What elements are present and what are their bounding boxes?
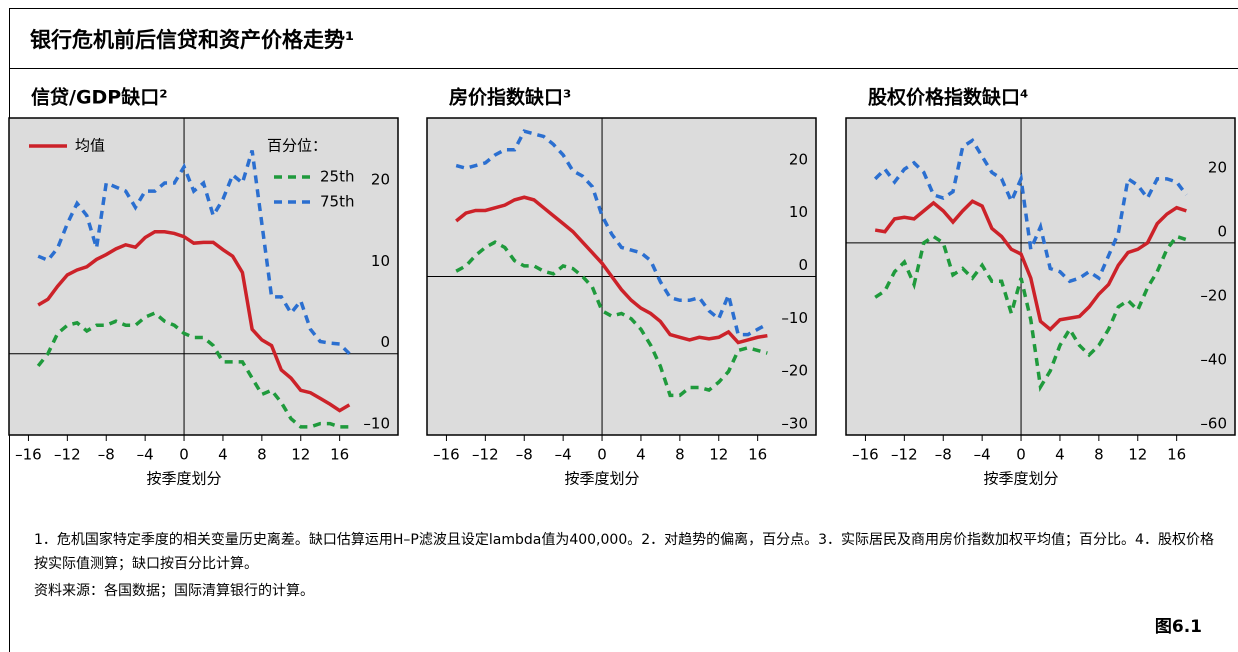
y-tick-label: 0: [1217, 222, 1227, 240]
y-tick-label: 20: [789, 150, 808, 168]
x-axis-label: 按季度划分: [147, 470, 222, 488]
x-tick-label: 0: [179, 446, 189, 464]
x-tick-label: 8: [1094, 446, 1104, 464]
series-line: [455, 195, 768, 345]
y-tick-label: –60: [1200, 415, 1227, 433]
y-tick-label: 0: [380, 333, 390, 351]
x-tick-label: –16: [433, 446, 460, 464]
footnotes: 1．危机国家特定季度的相关变量历史离差。缺口估算运用H–P滤波且设定lambda…: [34, 532, 1214, 572]
series-line: [37, 150, 351, 355]
y-tick-label: –40: [1200, 350, 1227, 368]
figure-label: 图6.1: [1154, 617, 1202, 637]
y-tick-label: –20: [1200, 286, 1227, 304]
x-tick-label: 0: [597, 446, 607, 464]
x-tick-label: 0: [1016, 446, 1026, 464]
series-line: [36, 311, 350, 429]
x-tick-label: –12: [54, 446, 81, 464]
x-tick-label: 4: [1055, 446, 1065, 464]
x-tick-label: –8: [516, 446, 533, 464]
y-tick-label: 0: [798, 256, 808, 274]
x-tick-label: –4: [974, 446, 991, 464]
x-tick-label: 16: [748, 446, 767, 464]
x-tick-label: 12: [1128, 446, 1147, 464]
chart-title: 股权价格指数缺口⁴: [868, 86, 1028, 109]
y-tick-label: 10: [371, 252, 390, 270]
legend-title: 百分位：: [267, 137, 327, 155]
legend-label: 25th: [320, 168, 354, 186]
x-tick-label: –16: [852, 446, 879, 464]
chart-title: 信贷/GDP缺口²: [31, 86, 168, 109]
x-tick-label: 8: [675, 446, 685, 464]
x-tick-label: 16: [330, 446, 349, 464]
chart-title: 房价指数缺口³: [449, 86, 571, 109]
y-tick-label: –10: [781, 309, 808, 327]
x-tick-label: 16: [1167, 446, 1186, 464]
x-tick-label: 12: [291, 446, 310, 464]
x-tick-label: –12: [891, 446, 918, 464]
y-tick-label: 20: [1208, 158, 1227, 176]
y-tick-label: –20: [781, 362, 808, 380]
x-axis-label: 按季度划分: [984, 470, 1059, 488]
series-line: [455, 129, 769, 337]
y-tick-label: 10: [789, 203, 808, 221]
series-line: [874, 199, 1187, 332]
x-tick-label: –12: [472, 446, 499, 464]
y-tick-label: –10: [363, 415, 390, 433]
figure-title: 银行危机前后信贷和资产价格走势¹: [30, 28, 355, 52]
x-tick-label: –8: [935, 446, 952, 464]
series-line: [37, 230, 351, 413]
plot-area: [8, 117, 399, 436]
source: 资料来源：各国数据；国际清算银行的计算。: [34, 583, 314, 599]
x-tick-label: 12: [709, 446, 728, 464]
series-line: [873, 137, 1188, 284]
x-tick-label: 4: [218, 446, 228, 464]
x-tick-label: 8: [257, 446, 267, 464]
series-line: [874, 234, 1187, 393]
x-tick-label: 4: [636, 446, 646, 464]
x-tick-label: –8: [98, 446, 115, 464]
x-tick-label: –4: [137, 446, 154, 464]
legend-label: 75th: [320, 193, 354, 211]
y-tick-label: 20: [371, 171, 390, 189]
x-tick-label: –4: [555, 446, 572, 464]
x-tick-label: –16: [15, 446, 42, 464]
y-tick-label: –30: [781, 415, 808, 433]
x-axis-label: 按季度划分: [565, 470, 640, 488]
divider: [9, 68, 1238, 69]
legend-label: 均值: [75, 137, 105, 155]
